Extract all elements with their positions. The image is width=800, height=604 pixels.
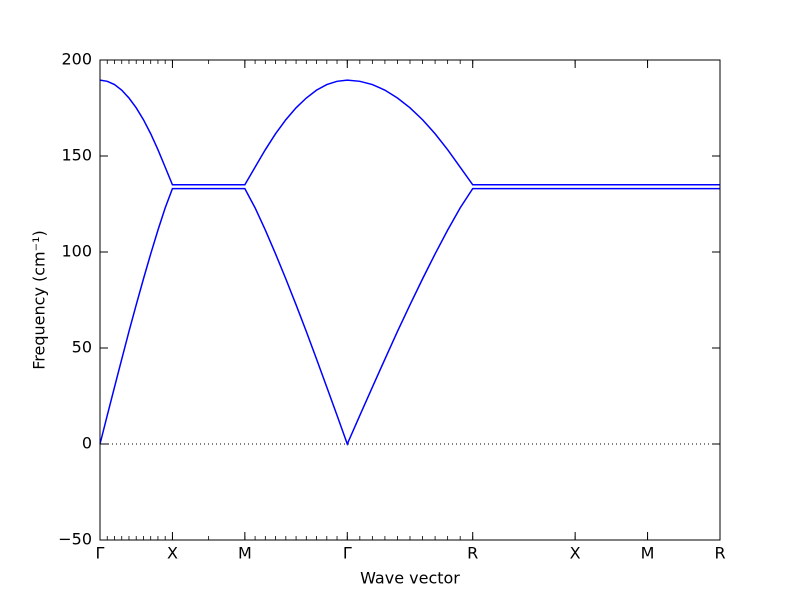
x-tick-label: R <box>467 544 478 563</box>
y-axis-label: Frequency (cm⁻¹) <box>30 230 49 369</box>
y-tick-label: 150 <box>61 146 92 165</box>
band-line <box>99 187 720 447</box>
x-axis-label: Wave vector <box>360 569 460 588</box>
x-tick-label: M <box>641 544 655 563</box>
x-tick-label: X <box>167 544 178 563</box>
y-tick-label: 100 <box>61 242 92 261</box>
x-tick-label: X <box>570 544 581 563</box>
x-tick-label: R <box>714 544 725 563</box>
y-tick-label: 200 <box>61 50 92 69</box>
band-line <box>99 79 720 186</box>
y-tick-label: 0 <box>82 434 92 453</box>
plot-frame <box>99 59 721 541</box>
x-tick-label: Γ <box>96 544 105 563</box>
y-tick-label: 50 <box>72 338 92 357</box>
x-tick-label: Γ <box>343 544 352 563</box>
x-tick-label: M <box>238 544 252 563</box>
y-tick-label: −50 <box>58 530 92 549</box>
